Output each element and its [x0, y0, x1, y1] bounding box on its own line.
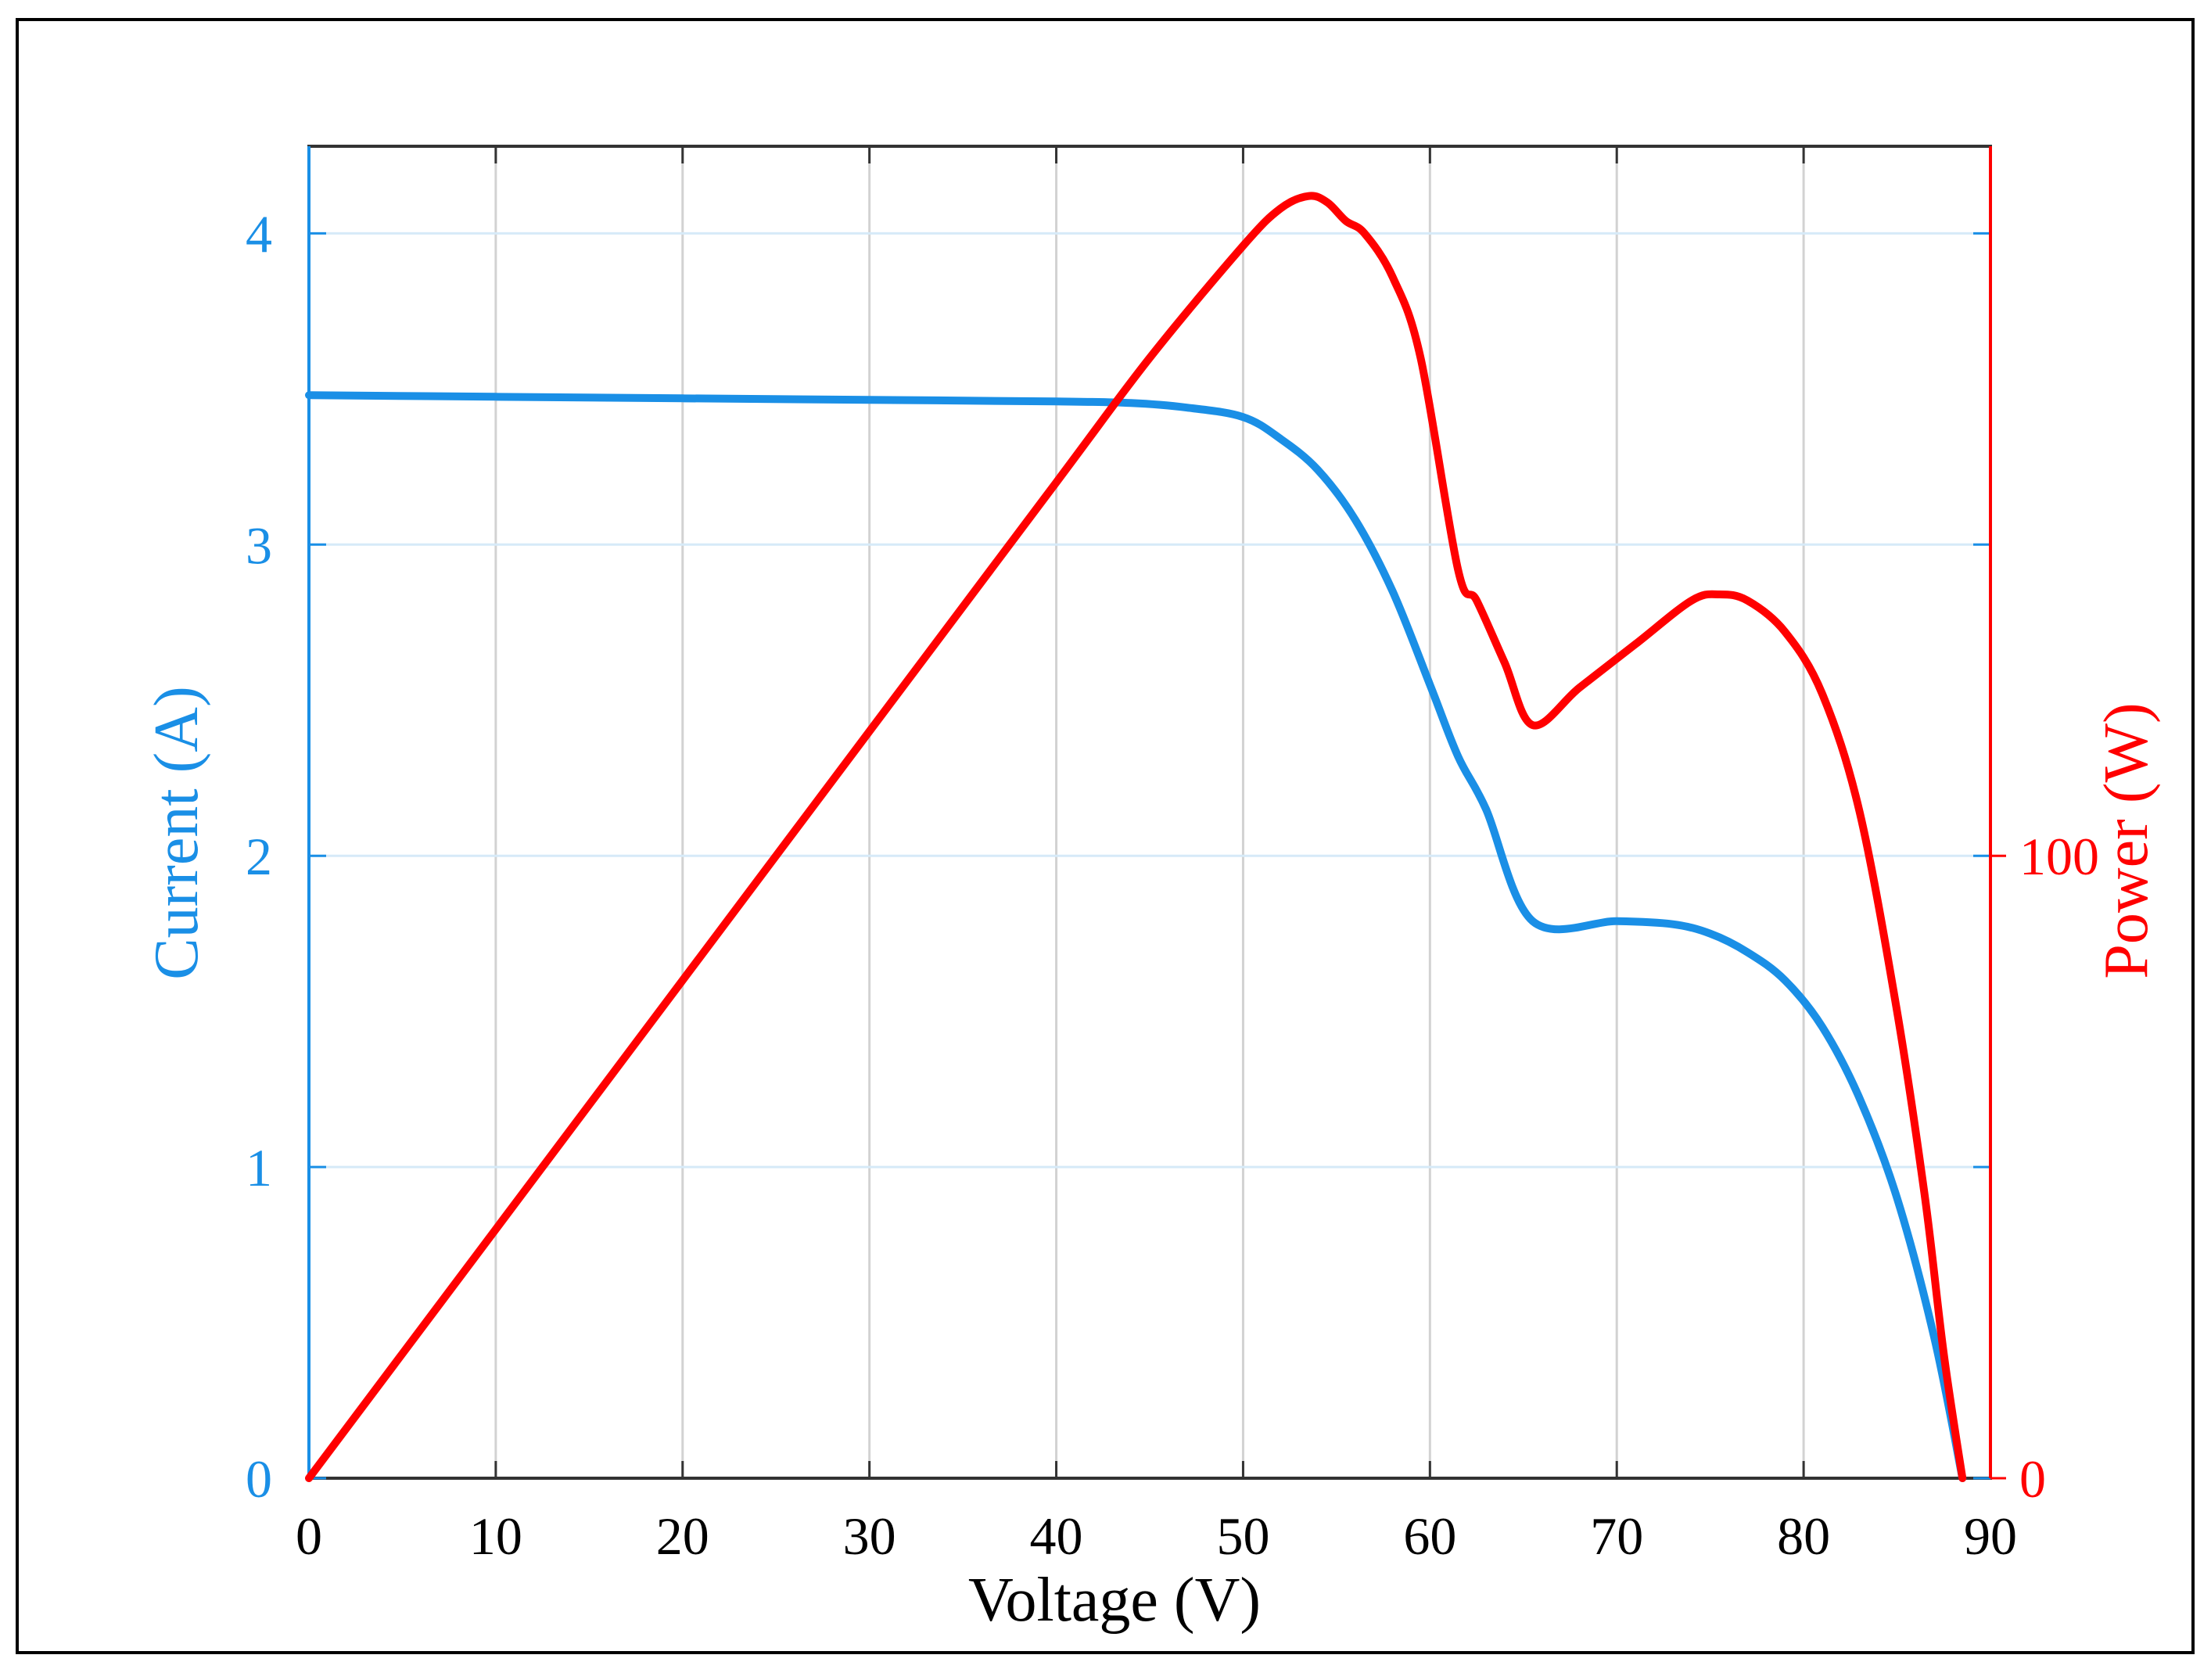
y-tick-label: 1	[246, 1138, 272, 1197]
x-tick-label: 20	[656, 1506, 709, 1566]
x-tick-label: 80	[1777, 1506, 1830, 1566]
x-tick-label: 90	[1964, 1506, 2017, 1566]
grid	[309, 146, 1990, 1478]
x-tick-label: 10	[469, 1506, 522, 1566]
x-tick-label: 40	[1030, 1506, 1083, 1566]
y2-axis-title: Power (W)	[2092, 702, 2161, 978]
x-tick-label: 30	[843, 1506, 896, 1566]
y-tick-label: 3	[246, 515, 272, 575]
x-tick-label: 70	[1590, 1506, 1643, 1566]
y-tick-label: 0	[246, 1449, 272, 1509]
y-axis-title: Current (A)	[142, 686, 211, 979]
series	[305, 192, 1967, 1482]
x-tick-label: 60	[1403, 1506, 1456, 1566]
y2-tick-label: 100	[2019, 827, 2099, 886]
x-axis-title: Voltage (V)	[968, 1566, 1261, 1635]
power-curve-line	[305, 192, 1967, 1482]
y2-tick-label: 0	[2019, 1449, 2046, 1509]
current-curve-line	[305, 391, 1967, 1482]
x-tick-label: 0	[296, 1506, 322, 1566]
y-tick-label: 4	[246, 204, 272, 264]
x-tick-label: 50	[1216, 1506, 1269, 1566]
y-tick-label: 2	[246, 827, 272, 886]
